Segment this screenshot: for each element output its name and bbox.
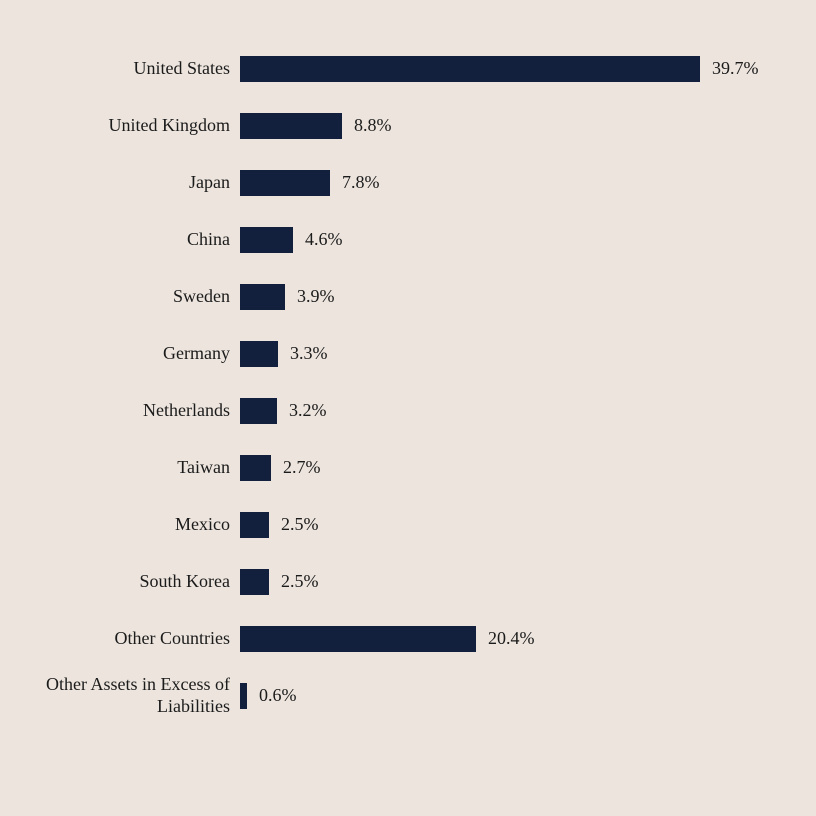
value-label: 3.2%: [289, 400, 327, 421]
bar-row: Germany 3.3%: [0, 325, 816, 382]
bar: [240, 341, 278, 367]
bar: [240, 512, 269, 538]
bar-row: Sweden 3.9%: [0, 268, 816, 325]
bar-row: China 4.6%: [0, 211, 816, 268]
category-label: Japan: [0, 172, 230, 194]
value-label: 4.6%: [305, 229, 343, 250]
category-label: South Korea: [0, 571, 230, 593]
bar-row: Mexico 2.5%: [0, 496, 816, 553]
category-label: Other Countries: [0, 628, 230, 650]
bar: [240, 227, 293, 253]
allocation-bar-chart: United States 39.7% United Kingdom 8.8% Japa…: [0, 0, 816, 816]
bar-row: United Kingdom 8.8%: [0, 97, 816, 154]
value-label: 2.5%: [281, 571, 319, 592]
bar: [240, 170, 330, 196]
value-label: 3.3%: [290, 343, 328, 364]
value-label: 39.7%: [712, 58, 759, 79]
value-label: 8.8%: [354, 115, 392, 136]
value-label: 7.8%: [342, 172, 380, 193]
category-label: Sweden: [0, 286, 230, 308]
value-label: 2.7%: [283, 457, 321, 478]
bar-row: Netherlands 3.2%: [0, 382, 816, 439]
category-label: China: [0, 229, 230, 251]
bar-row: United States 39.7%: [0, 40, 816, 97]
bar: [240, 113, 342, 139]
category-label: Taiwan: [0, 457, 230, 479]
value-label: 0.6%: [259, 685, 297, 706]
bar-row: South Korea 2.5%: [0, 553, 816, 610]
bar-row: Other Assets in Excess of Liabilities 0.6…: [0, 667, 816, 724]
value-label: 20.4%: [488, 628, 535, 649]
category-label: Other Assets in Excess of Liabilities: [0, 674, 230, 717]
category-label: Netherlands: [0, 400, 230, 422]
bar-row: Taiwan 2.7%: [0, 439, 816, 496]
value-label: 2.5%: [281, 514, 319, 535]
category-label: United Kingdom: [0, 115, 230, 137]
bar: [240, 683, 247, 709]
bar: [240, 569, 269, 595]
value-label: 3.9%: [297, 286, 335, 307]
category-label: Germany: [0, 343, 230, 365]
bar: [240, 398, 277, 424]
category-label: United States: [0, 58, 230, 80]
bar-row: Other Countries 20.4%: [0, 610, 816, 667]
bar-row: Japan 7.8%: [0, 154, 816, 211]
bar: [240, 56, 700, 82]
bar: [240, 284, 285, 310]
category-label: Mexico: [0, 514, 230, 536]
bar: [240, 626, 476, 652]
bar: [240, 455, 271, 481]
